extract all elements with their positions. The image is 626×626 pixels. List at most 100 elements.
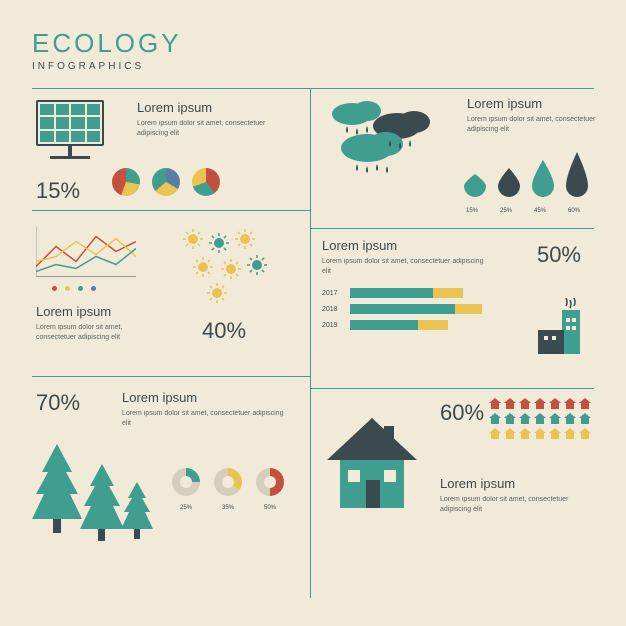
legend-dot <box>65 286 70 291</box>
divider <box>32 210 310 211</box>
panel-text: Lorem ipsum Lorem ipsum dolor sit amet, … <box>122 390 292 429</box>
panel-sun: Lorem ipsum Lorem ipsum dolor sit amet, … <box>32 218 302 372</box>
mini-house-icon <box>549 428 561 440</box>
mini-house-icon <box>564 413 576 425</box>
panel-text: Lorem ipsum Lorem ipsum dolor sit amet, … <box>36 304 156 343</box>
sun-icon <box>220 258 242 280</box>
heading: Lorem ipsum <box>440 476 590 491</box>
tree-icons <box>32 434 162 544</box>
mini-house-icon <box>549 398 561 410</box>
drop-label: 60% <box>568 208 580 214</box>
solar-panel-icon <box>36 100 104 159</box>
drop-label: 15% <box>466 208 478 214</box>
body: Lorem ipsum dolor sit amet, consectetuer… <box>36 323 156 343</box>
body: Lorem ipsum dolor sit amet, consectetuer… <box>467 115 597 135</box>
divider <box>32 376 310 377</box>
mini-house-icon <box>519 413 531 425</box>
mini-house-icon <box>534 428 546 440</box>
mini-house-icon <box>504 428 516 440</box>
panel-houses: 60% Lorem ipsum Lorem ipsum dolor sit am… <box>322 396 597 576</box>
donut-label: 50% <box>256 505 284 511</box>
mini-house-icon <box>489 428 501 440</box>
bar-row: 2017 <box>322 288 502 298</box>
panel-text: Lorem ipsum Lorem ipsum dolor sit amet, … <box>137 100 297 139</box>
panel-text: Lorem ipsum Lorem ipsum dolor sit amet, … <box>322 238 492 277</box>
mini-house-icon <box>579 413 591 425</box>
raindrop-chart: 15% 25% 45% 60% <box>462 144 597 214</box>
sun-icons <box>182 228 292 318</box>
sun-icon <box>206 282 228 304</box>
pie-chart <box>112 168 140 196</box>
divider <box>32 88 594 89</box>
panel-trees: 70% Lorem ipsum Lorem ipsum dolor sit am… <box>32 384 302 574</box>
line-chart <box>36 224 136 284</box>
sun-icon <box>208 232 230 254</box>
mini-house-icon <box>564 428 576 440</box>
infographic-canvas: ECOLOGY INFOGRAPHICS Lorem ipsum Lorem i… <box>0 0 626 626</box>
mini-house-icon <box>534 398 546 410</box>
donut-label: 35% <box>214 505 242 511</box>
donut-label: 25% <box>172 505 200 511</box>
panel-text: Lorem ipsum Lorem ipsum dolor sit amet, … <box>440 476 590 515</box>
mini-house-icon <box>579 428 591 440</box>
bar-row: 2018 <box>322 304 502 314</box>
donut-chart <box>256 468 284 496</box>
sun-icon <box>192 256 214 278</box>
legend-dot <box>52 286 57 291</box>
mini-house-icon <box>504 398 516 410</box>
heading: Lorem ipsum <box>467 96 597 111</box>
sun-icon <box>246 254 268 276</box>
main-title: ECOLOGY <box>32 28 594 59</box>
body: Lorem ipsum dolor sit amet, consectetuer… <box>122 409 292 429</box>
heading: Lorem ipsum <box>36 304 156 319</box>
mini-house-icon <box>489 398 501 410</box>
panel-solar: Lorem ipsum Lorem ipsum dolor sit amet, … <box>32 96 302 206</box>
heading: Lorem ipsum <box>322 238 492 253</box>
divider <box>310 228 594 229</box>
panel-text: Lorem ipsum Lorem ipsum dolor sit amet, … <box>467 96 597 135</box>
bar-row: 2019 <box>322 320 502 330</box>
sun-percent: 40% <box>202 318 246 344</box>
body: Lorem ipsum dolor sit amet, consectetuer… <box>440 495 590 515</box>
mini-house-icon <box>534 413 546 425</box>
trees-percent: 70% <box>36 390 80 416</box>
donut-chart <box>214 468 242 496</box>
mini-house-icon <box>504 413 516 425</box>
drop-label: 45% <box>534 208 546 214</box>
pie-chart <box>192 168 220 196</box>
factory-percent: 50% <box>537 242 581 268</box>
legend-dot <box>78 286 83 291</box>
drop-label: 25% <box>500 208 512 214</box>
house-icon <box>322 418 422 518</box>
mini-house-icon <box>579 398 591 410</box>
houses-grid <box>489 398 591 440</box>
body: Lorem ipsum dolor sit amet, consectetuer… <box>322 257 492 277</box>
mini-house-icon <box>564 398 576 410</box>
mini-house-icon <box>519 398 531 410</box>
mini-house-icon <box>489 413 501 425</box>
pie-chart <box>152 168 180 196</box>
grid-area: Lorem ipsum Lorem ipsum dolor sit amet, … <box>32 88 594 598</box>
mini-house-icon <box>519 428 531 440</box>
heading: Lorem ipsum <box>137 100 297 115</box>
divider <box>310 388 594 389</box>
heading: Lorem ipsum <box>122 390 292 405</box>
solar-percent: 15% <box>36 178 80 204</box>
line-chart-legend <box>52 286 96 291</box>
panel-factory: Lorem ipsum Lorem ipsum dolor sit amet, … <box>322 238 597 384</box>
bar-chart: 2017 2018 2019 <box>322 288 502 336</box>
factory-icon <box>532 298 587 353</box>
sun-icon <box>182 228 204 250</box>
clouds-icon <box>322 96 452 186</box>
panel-rain: Lorem ipsum Lorem ipsum dolor sit amet, … <box>322 96 597 224</box>
main-subtitle: INFOGRAPHICS <box>32 61 594 72</box>
divider <box>310 88 311 598</box>
mini-house-icon <box>549 413 561 425</box>
header: ECOLOGY INFOGRAPHICS <box>32 28 594 72</box>
sun-icon <box>234 228 256 250</box>
donut-charts: 25% 35% 50% <box>172 468 284 511</box>
body: Lorem ipsum dolor sit amet, consectetuer… <box>137 119 297 139</box>
pie-charts <box>112 168 220 196</box>
houses-percent: 60% <box>440 400 484 426</box>
donut-chart <box>172 468 200 496</box>
